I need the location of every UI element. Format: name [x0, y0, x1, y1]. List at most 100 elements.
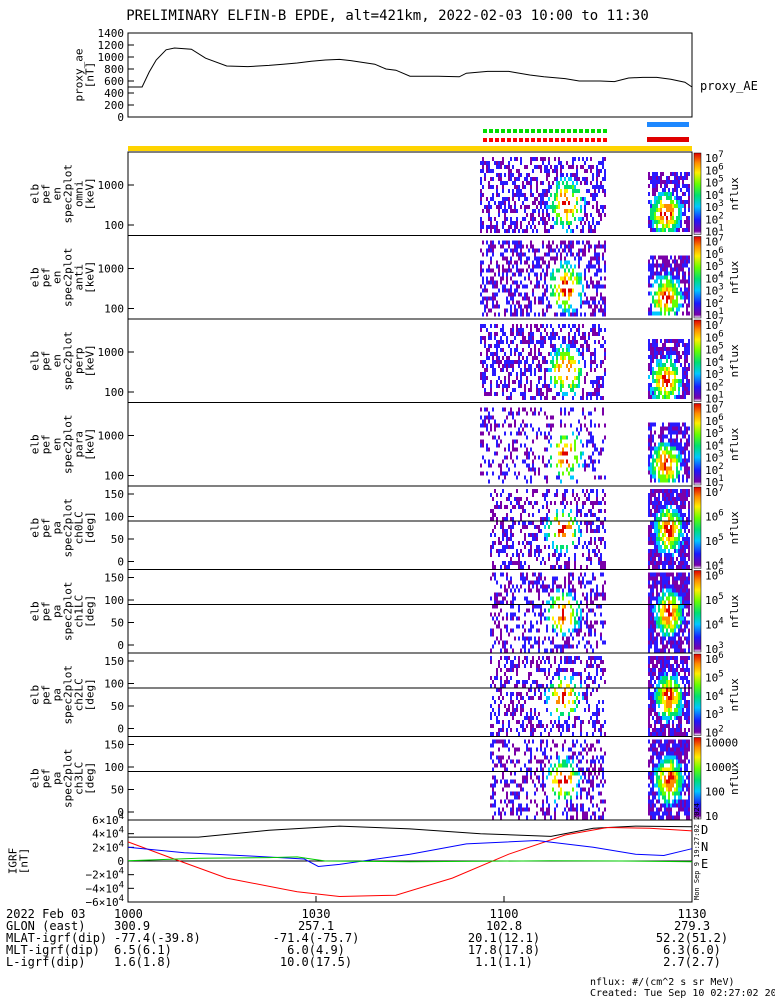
spectrogram-cell — [506, 272, 508, 277]
spectrogram-cell — [576, 384, 578, 388]
spectrogram-cell — [672, 391, 674, 395]
spectrogram-cell — [482, 419, 484, 424]
spectrogram-cell — [572, 489, 574, 493]
spectrogram-cell — [682, 275, 684, 280]
spectrogram-cell — [566, 308, 568, 313]
spectrogram-cell — [552, 580, 554, 585]
spectrogram-cell — [496, 616, 498, 621]
spectrogram-cell — [528, 256, 530, 261]
spectrogram-cell — [552, 292, 554, 297]
spectrogram-cell — [494, 565, 496, 569]
spectrogram-cell — [524, 451, 526, 456]
spectrogram-cell — [492, 565, 494, 569]
spectrogram-cell — [532, 209, 534, 213]
spectrogram-cell — [594, 459, 596, 464]
spectrogram-cell — [668, 620, 670, 625]
spectrogram-cell — [544, 648, 546, 653]
spectrogram-cell — [518, 185, 520, 189]
spectrogram-cell — [552, 181, 554, 185]
spectrogram-cell — [674, 628, 676, 633]
spectrogram-cell — [534, 352, 536, 356]
science-zone-dot-red — [525, 138, 529, 142]
spectrogram-cell — [674, 224, 676, 228]
spectrogram-cell — [590, 431, 592, 436]
spectrogram-cell — [666, 434, 668, 439]
spectrogram-cell — [656, 624, 658, 629]
spectrogram-cell — [510, 580, 512, 585]
spectrogram-cell — [508, 704, 510, 708]
spectrogram-cell — [678, 517, 680, 521]
spectrogram-cell — [656, 572, 658, 577]
spectrogram-cell — [682, 192, 684, 196]
spectrogram-cell — [688, 224, 690, 228]
spectrogram-cell — [558, 584, 560, 589]
spectrogram-cell — [518, 588, 520, 593]
spectrogram-cell — [686, 442, 688, 447]
spectrogram-cell — [586, 439, 588, 444]
spectrogram-cell — [572, 676, 574, 680]
spectrogram-cell — [666, 255, 668, 260]
spectrogram-cell — [492, 248, 494, 253]
spectrogram-cell — [510, 157, 512, 161]
spectrogram-cell — [668, 596, 670, 601]
spectrogram-cell — [516, 324, 518, 328]
spectrogram-cell — [688, 220, 690, 224]
spectrogram-cell — [658, 255, 660, 260]
spectrogram-cell — [514, 588, 516, 593]
spectrogram-cell — [660, 184, 662, 188]
spectrogram-cell — [546, 201, 548, 205]
science-zone-dot-red — [483, 138, 487, 142]
spectrogram-cell — [518, 380, 520, 384]
spectrogram-cell — [500, 680, 502, 684]
spectrogram-cell — [564, 640, 566, 645]
spectrogram-cell — [502, 348, 504, 352]
spectrogram-cell — [574, 708, 576, 712]
spectrogram-cell — [688, 458, 690, 463]
spectrogram-cell — [492, 628, 494, 633]
spectrogram-cell — [556, 557, 558, 561]
spectrogram-cell — [508, 169, 510, 173]
spectrogram-cell — [536, 716, 538, 720]
spectrogram-cell — [500, 656, 502, 660]
spectrogram-cell — [506, 545, 508, 549]
spectrogram-cell — [520, 529, 522, 533]
spectrogram-cell — [538, 688, 540, 692]
spectrogram-cell — [586, 213, 588, 217]
spectrogram-cell — [604, 509, 606, 513]
spectrogram-cell — [680, 442, 682, 447]
spectrogram-cell — [518, 256, 520, 261]
spectrogram-cell — [554, 205, 556, 209]
spectrogram-cell — [528, 716, 530, 720]
spectrogram-cell — [686, 311, 688, 316]
spectrogram-cell — [538, 604, 540, 609]
spectrogram-cell — [598, 332, 600, 336]
spectrogram-cell — [536, 197, 538, 201]
spectrogram-cell — [658, 291, 660, 296]
spectrogram-cell — [580, 455, 582, 460]
spectrogram-cell — [510, 612, 512, 617]
spectrogram-cell — [528, 533, 530, 537]
colorbar-tick-label: 107 — [705, 401, 724, 416]
spectrogram-cell — [648, 525, 650, 529]
spectrogram-cell — [650, 640, 652, 645]
spectrogram-cell — [670, 588, 672, 593]
spectrogram-cell — [600, 541, 602, 545]
spectrogram-cell — [536, 324, 538, 328]
spectrogram-cell — [664, 458, 666, 463]
spectrogram-cell — [510, 616, 512, 621]
spectrogram-cell — [504, 680, 506, 684]
spectrogram-cell — [598, 256, 600, 261]
spectrogram-cell — [564, 292, 566, 297]
spectrogram-cell — [680, 379, 682, 383]
spectrogram-cell — [660, 363, 662, 367]
spectrogram-cell — [516, 280, 518, 285]
spectrogram-cell — [542, 157, 544, 161]
spectrogram-cell — [660, 648, 662, 653]
spectrogram-cell — [546, 388, 548, 392]
spectrogram-cell — [592, 284, 594, 289]
spectrogram-cell — [576, 479, 578, 484]
spectrogram-cell — [532, 728, 534, 732]
spectrogram-cell — [524, 392, 526, 396]
spectrogram-cell — [498, 600, 500, 605]
spectrogram-cell — [574, 660, 576, 664]
